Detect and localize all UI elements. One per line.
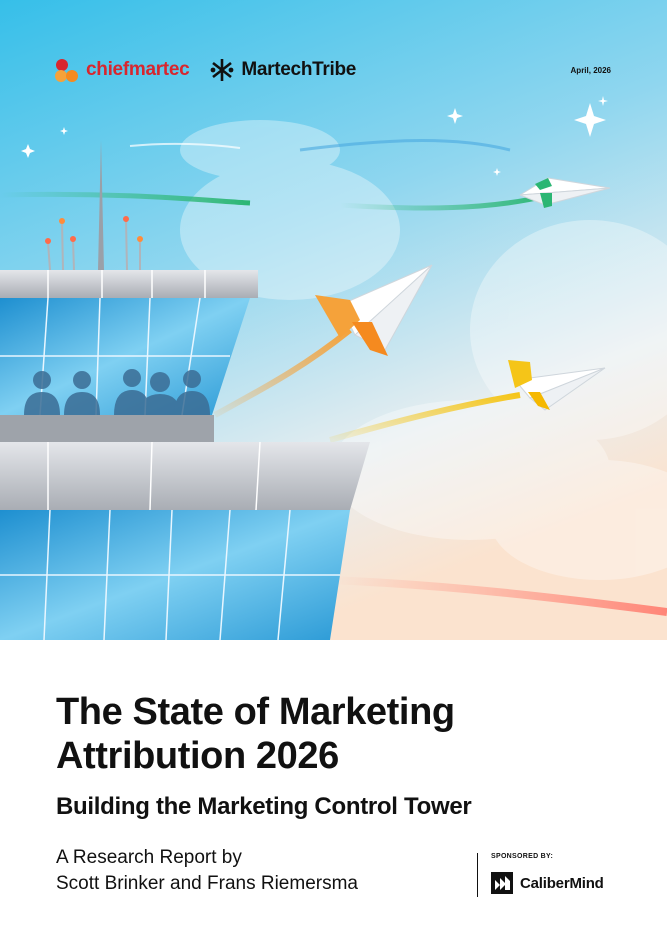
- report-subtitle: Building the Marketing Control Tower: [56, 793, 472, 820]
- report-byline: A Research Report by Scott Brinker and F…: [56, 845, 358, 897]
- cover-illustration: [0, 0, 667, 640]
- yellow-trail: [329, 392, 521, 443]
- paper-plane-yellow: [508, 360, 606, 411]
- paper-plane-orange: [315, 264, 433, 356]
- martechtribe-logo: MartechTribe: [209, 57, 356, 83]
- report-title: The State of Marketing Attribution 2026: [56, 690, 616, 778]
- calibermind-logo: CaliberMind: [491, 872, 604, 894]
- control-tower: [0, 140, 370, 640]
- green-trail-left: [0, 191, 251, 206]
- martechtribe-wordmark: MartechTribe: [241, 59, 357, 80]
- martechtribe-knot-icon: [210, 59, 234, 81]
- sponsor-divider: [477, 853, 478, 897]
- report-title-line-1: The State of Marketing: [56, 691, 455, 733]
- orange-trail: [213, 327, 352, 418]
- pink-trail: [329, 576, 667, 616]
- chiefmartec-logo: chiefmartec: [54, 57, 190, 83]
- partner-logos: chiefmartec MartechTribe: [54, 54, 356, 86]
- sparkles: [21, 96, 608, 176]
- clouds: [180, 120, 667, 580]
- byline-line-1: A Research Report by: [56, 847, 242, 868]
- sponsor-label: SPONSORED BY:: [491, 853, 554, 860]
- byline-authors: Scott Brinker and Frans Riemersma: [56, 873, 358, 894]
- sponsor-name: CaliberMind: [520, 874, 604, 892]
- chiefmartec-wordmark: chiefmartec: [86, 59, 190, 80]
- calibermind-mark-icon: [491, 872, 513, 894]
- control-tower-illustration: [0, 0, 667, 640]
- report-title-line-2: Attribution 2026: [56, 735, 339, 777]
- chiefmartec-dots-icon: [55, 59, 78, 82]
- green-trail: [339, 192, 551, 211]
- publication-date: April, 2026: [570, 66, 611, 75]
- paper-plane-green: [519, 177, 611, 208]
